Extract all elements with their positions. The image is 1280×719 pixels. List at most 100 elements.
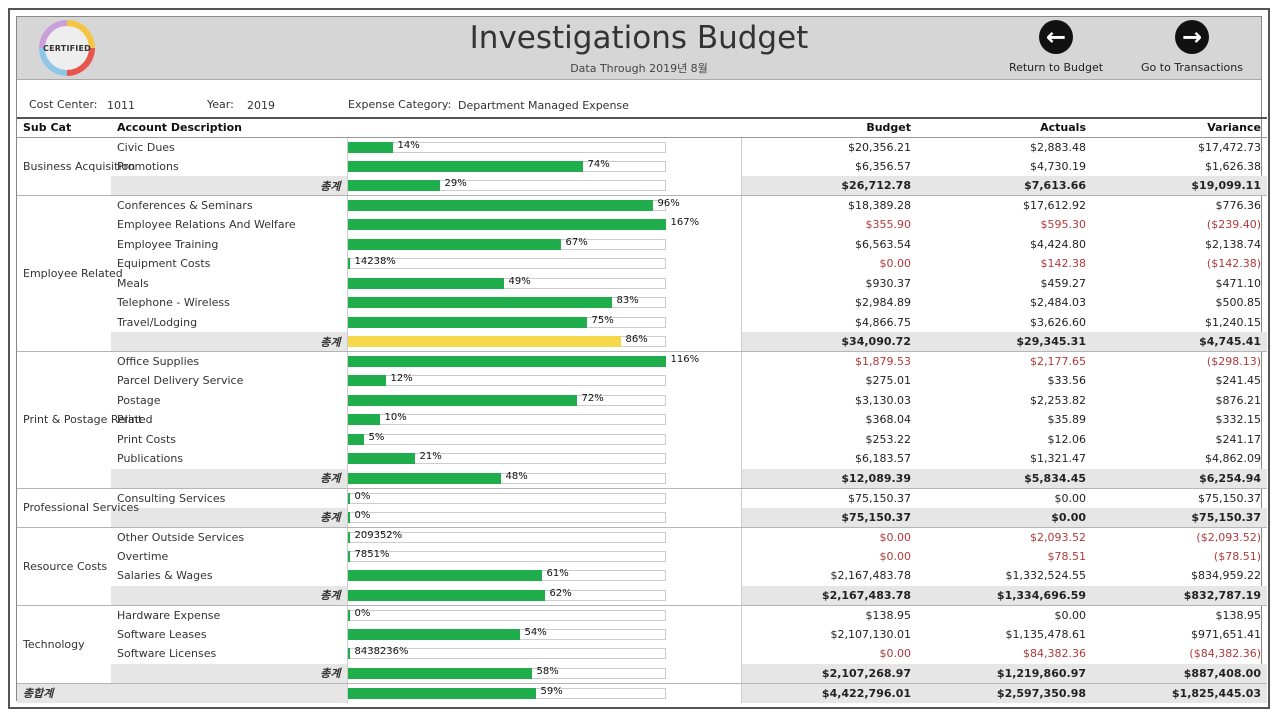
progress-percent-label: 86% [625,334,648,345]
table-row[interactable]: Print 10% $368.04 $35.89 $332.15 [17,410,1267,430]
table-row[interactable]: Meals 49% $930.37 $459.27 $471.10 [17,273,1267,293]
progress-bar [347,200,653,211]
logo-text: CERTIFIED [43,43,91,53]
progress-percent-label: 5% [368,431,385,443]
table-row[interactable]: Overtime 7851% $0.00 $78.51 ($78.51) [17,546,1267,566]
go-to-transactions-button[interactable]: → Go to Transactions [1127,20,1257,74]
progress-bar-cell: 0% [346,488,742,508]
grand-total-row[interactable]: 총합계 59% $4,422,796.01 $2,597,350.98 $1,825,4… [17,683,1267,703]
table-row[interactable]: Print Costs 5% $253.22 $12.06 $241.17 [17,429,1267,449]
col-header-actuals[interactable]: Actuals [917,118,1092,138]
progress-bar-cell: 62% [346,585,742,606]
subtotal-row[interactable]: 총계 58% $2,107,268.97 $1,219,860.97 $887,408.… [17,663,1267,684]
col-header-budget[interactable]: Budget [741,118,917,138]
subcat-label: Employee Related [17,195,123,352]
table-row[interactable]: Promotions 74% $6,356.57 $4,730.19 $1,626.38 [17,156,1267,176]
budget-value: $6,356.57 [855,159,911,173]
progress-bar-cell: 59% [346,683,742,703]
table-row[interactable]: Salaries & Wages 61% $2,167,483.78 $1,332,5… [17,566,1267,586]
account-description: Hardware Expense [117,608,221,622]
subcat-label: Resource Costs [17,527,111,606]
progress-percent-label: 62% [549,587,572,599]
progress-bar [347,453,415,464]
table-row[interactable]: Software Leases 54% $2,107,130.01 $1,135,47… [17,624,1267,644]
budget-value: $6,563.54 [855,237,911,251]
table-row[interactable]: Employee Relations And Welfare 167% $355.9… [17,215,1267,235]
expense-category-filter[interactable]: Department Managed Expense [458,99,629,112]
subtotal-budget: $12,089.39 [741,468,917,489]
progress-bar-cell: 54% [346,624,742,644]
progress-percent-label: 54% [524,626,547,638]
variance-value: $776.36 [1215,199,1262,212]
account-description: Meals [117,276,149,290]
progress-percent-label: 7851% [354,548,390,560]
table-row[interactable]: Travel/Lodging 75% $4,866.75 $3,626.60 $1,24… [17,312,1267,332]
table-row[interactable]: Print & Postage Related Office Supplies 11… [17,351,1267,489]
table-row[interactable]: Postage 72% $3,130.03 $2,253.82 $876.21 [17,390,1267,410]
table-row[interactable]: Equipment Costs 14238% $0.00 $142.38 ($142.3… [17,254,1267,274]
progress-track [347,550,666,562]
progress-bar-cell: 96% [346,195,742,215]
variance-value: $471.10 [1215,276,1262,290]
actuals-value: $595.30 [1040,218,1087,232]
progress-bar-cell: 167% [346,215,742,235]
subtotal-row[interactable]: 총계 48% $12,089.39 $5,834.45 $6,254.94 [17,468,1267,489]
variance-value: $138.95 [1215,608,1262,622]
subtotal-row[interactable]: 총계 29% $26,712.78 $7,613.66 $19,099.11 [17,176,1267,196]
table-row[interactable]: Employee Related Conferences & Seminars 96… [17,195,1267,352]
actuals-value: $78.51 [1047,549,1087,563]
table-row[interactable]: Business Acquisition Civic Dues 14% $20,356… [17,137,1267,196]
year-label: Year: [207,98,234,111]
dashboard-frame: CERTIFIED Investigations Budget Data Thr… [8,8,1270,709]
col-header-account[interactable]: Account Description [111,118,347,138]
progress-bar [347,472,501,484]
progress-bar-cell: 72% [346,390,742,410]
return-to-budget-button[interactable]: ← Return to Budget [991,20,1121,74]
budget-value: $930.37 [865,276,912,290]
filter-bar: Cost Center: 1011 Year: 2019 Expense Cat… [17,85,1261,115]
table-row[interactable]: Telephone - Wireless 83% $2,984.89 $2,484.0… [17,293,1267,313]
cost-center-filter[interactable]: 1011 [107,99,135,112]
progress-bar-cell: 48% [346,468,742,489]
cost-center-label: Cost Center: [29,98,98,111]
page-title: Investigations Budget [469,20,809,56]
subtotal-row[interactable]: 총계 86% $34,090.72 $29,345.31 $4,745.41 [17,332,1267,352]
progress-bar-cell: 14% [346,137,742,157]
year-filter[interactable]: 2019 [247,99,275,112]
actuals-value: $4,424.80 [1030,237,1086,251]
table-row[interactable]: Resource Costs Other Outside Services 2093… [17,527,1267,606]
col-header-subcat[interactable]: Sub Cat [17,118,111,138]
actuals-value: $12.06 [1047,432,1087,446]
budget-table: Sub Cat Account Description Budget Actua… [17,117,1267,703]
table-row[interactable]: Employee Training 67% $6,563.54 $4,424.80 $2… [17,234,1267,254]
progress-bar [347,160,583,172]
progress-bar-cell: 209352% [346,527,742,547]
table-row[interactable]: Publications 21% $6,183.57 $1,321.47 $4,862.… [17,449,1267,469]
subcat-label: Technology [17,605,111,684]
table-row[interactable]: Professional Services Consulting Services… [17,488,1267,528]
budget-value: $4,866.75 [855,315,911,329]
subtotal-budget: $34,090.72 [741,332,917,352]
actuals-value: $33.56 [1047,374,1087,388]
account-description: Salaries & Wages [117,569,213,583]
progress-bar [347,336,621,347]
account-description: Software Leases [117,627,207,641]
progress-bar-cell: 14238% [346,254,742,274]
subtotal-row[interactable]: 총계 0% $75,150.37 $0.00 $75,150.37 [17,507,1267,528]
subtotal-row[interactable]: 총계 62% $2,167,483.78 $1,334,696.59 $832,787.… [17,585,1267,606]
progress-bar [347,550,350,562]
progress-bar-cell: 67% [346,234,742,254]
subtotal-actuals: $7,613.66 [917,176,1092,196]
table-row[interactable]: Software Licenses 8438236% $0.00 $84,382.36… [17,644,1267,664]
subtotal-variance: $887,408.00 [1092,663,1267,684]
variance-value: ($78.51) [1213,549,1261,563]
progress-percent-label: 14% [397,139,420,151]
table-row[interactable]: Technology Hardware Expense 0% $138.95 $0.00… [17,605,1267,684]
account-description: Overtime [117,549,169,563]
account-description: Other Outside Services [117,530,245,544]
actuals-value: $1,332,524.55 [1005,569,1086,583]
table-row[interactable]: Parcel Delivery Service 12% $275.01 $33.56 $… [17,371,1267,391]
progress-percent-label: 72% [581,392,604,404]
col-header-variance[interactable]: Variance [1092,118,1267,138]
grand-total-actuals: $2,597,350.98 [917,683,1092,703]
